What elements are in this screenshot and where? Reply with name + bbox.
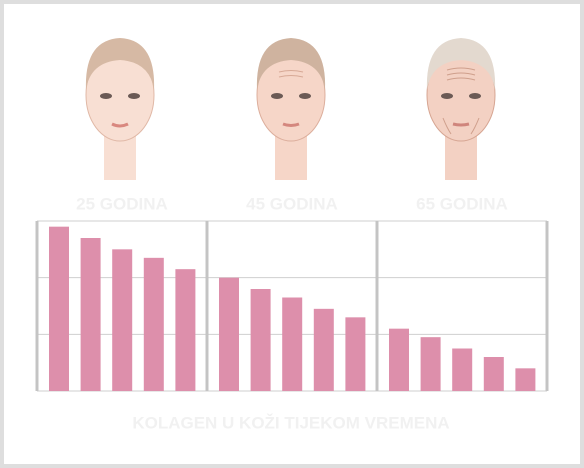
bar	[483, 357, 504, 391]
bar	[250, 289, 271, 391]
face-young	[85, 38, 155, 180]
bar	[219, 277, 239, 391]
chart-title: KOLAGEN U KOŽI TIJEKOM VREMENA	[132, 413, 449, 432]
bar	[80, 238, 101, 391]
bar	[452, 348, 473, 391]
bar	[282, 297, 303, 391]
faces	[85, 38, 496, 180]
bar	[515, 368, 536, 391]
group-label: 65 GODINA	[416, 194, 508, 213]
bar	[49, 226, 69, 391]
group-label: 45 GODINA	[246, 194, 338, 213]
bar	[143, 257, 164, 391]
group-label: 25 GODINA	[76, 194, 168, 213]
bar	[175, 269, 196, 391]
bar	[112, 249, 133, 391]
bar	[313, 308, 334, 391]
face-old	[426, 38, 496, 180]
face-middle	[256, 38, 326, 180]
bar	[389, 328, 409, 391]
bar	[420, 337, 441, 391]
bar	[345, 317, 366, 391]
